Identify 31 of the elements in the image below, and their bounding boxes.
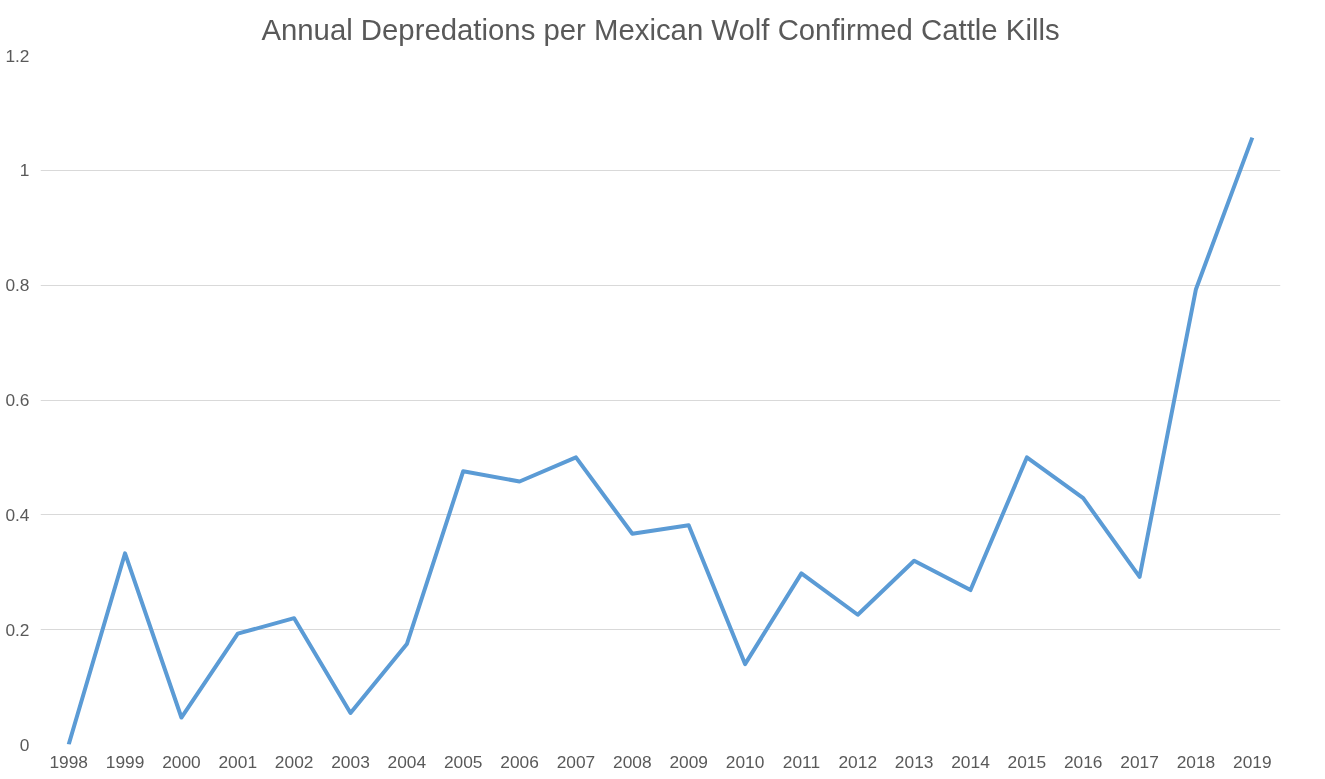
y-tick-label: 1	[19, 160, 30, 181]
x-tick-label: 2012	[838, 751, 878, 772]
y-tick-label: 0	[19, 734, 30, 755]
y-tick-label: 0.6	[5, 390, 30, 410]
x-tick-label: 2013	[894, 751, 934, 772]
x-tick-label: 2001	[218, 751, 258, 772]
x-tick-label: 2016	[1063, 751, 1103, 772]
y-tick-label: 0.8	[5, 275, 30, 296]
x-tick-label: 2018	[1176, 751, 1216, 772]
x-tick-label: 2005	[443, 751, 483, 772]
x-tick-label: 2004	[387, 751, 427, 772]
y-tick-label: 0.2	[5, 619, 30, 640]
x-tick-label: 2002	[274, 751, 314, 772]
x-tick-label: 2014	[951, 751, 991, 772]
x-tick-label: 2019	[1233, 751, 1272, 772]
x-tick-label: 2017	[1120, 751, 1159, 772]
x-tick-label: 2011	[782, 751, 821, 772]
y-tick-label: 1.2	[5, 45, 30, 66]
x-tick-label: 2006	[500, 751, 539, 772]
x-tick-label: 1998	[49, 751, 88, 772]
x-tick-label: 2009	[669, 751, 708, 772]
x-tick-label: 2003	[331, 751, 370, 772]
chart-title: Annual Depredations per Mexican Wolf Confirmed Cattle Kills	[261, 12, 1060, 46]
x-tick-label: 2000	[162, 751, 201, 772]
x-tick-label: 1999	[105, 751, 145, 772]
line-series	[66, 135, 1255, 745]
x-tick-label: 2007	[556, 751, 596, 772]
x-tick-label: 2010	[725, 751, 765, 772]
x-tick-label: 2015	[1007, 751, 1047, 772]
y-tick-label: 0.4	[5, 504, 30, 525]
x-tick-label: 2008	[613, 751, 652, 772]
